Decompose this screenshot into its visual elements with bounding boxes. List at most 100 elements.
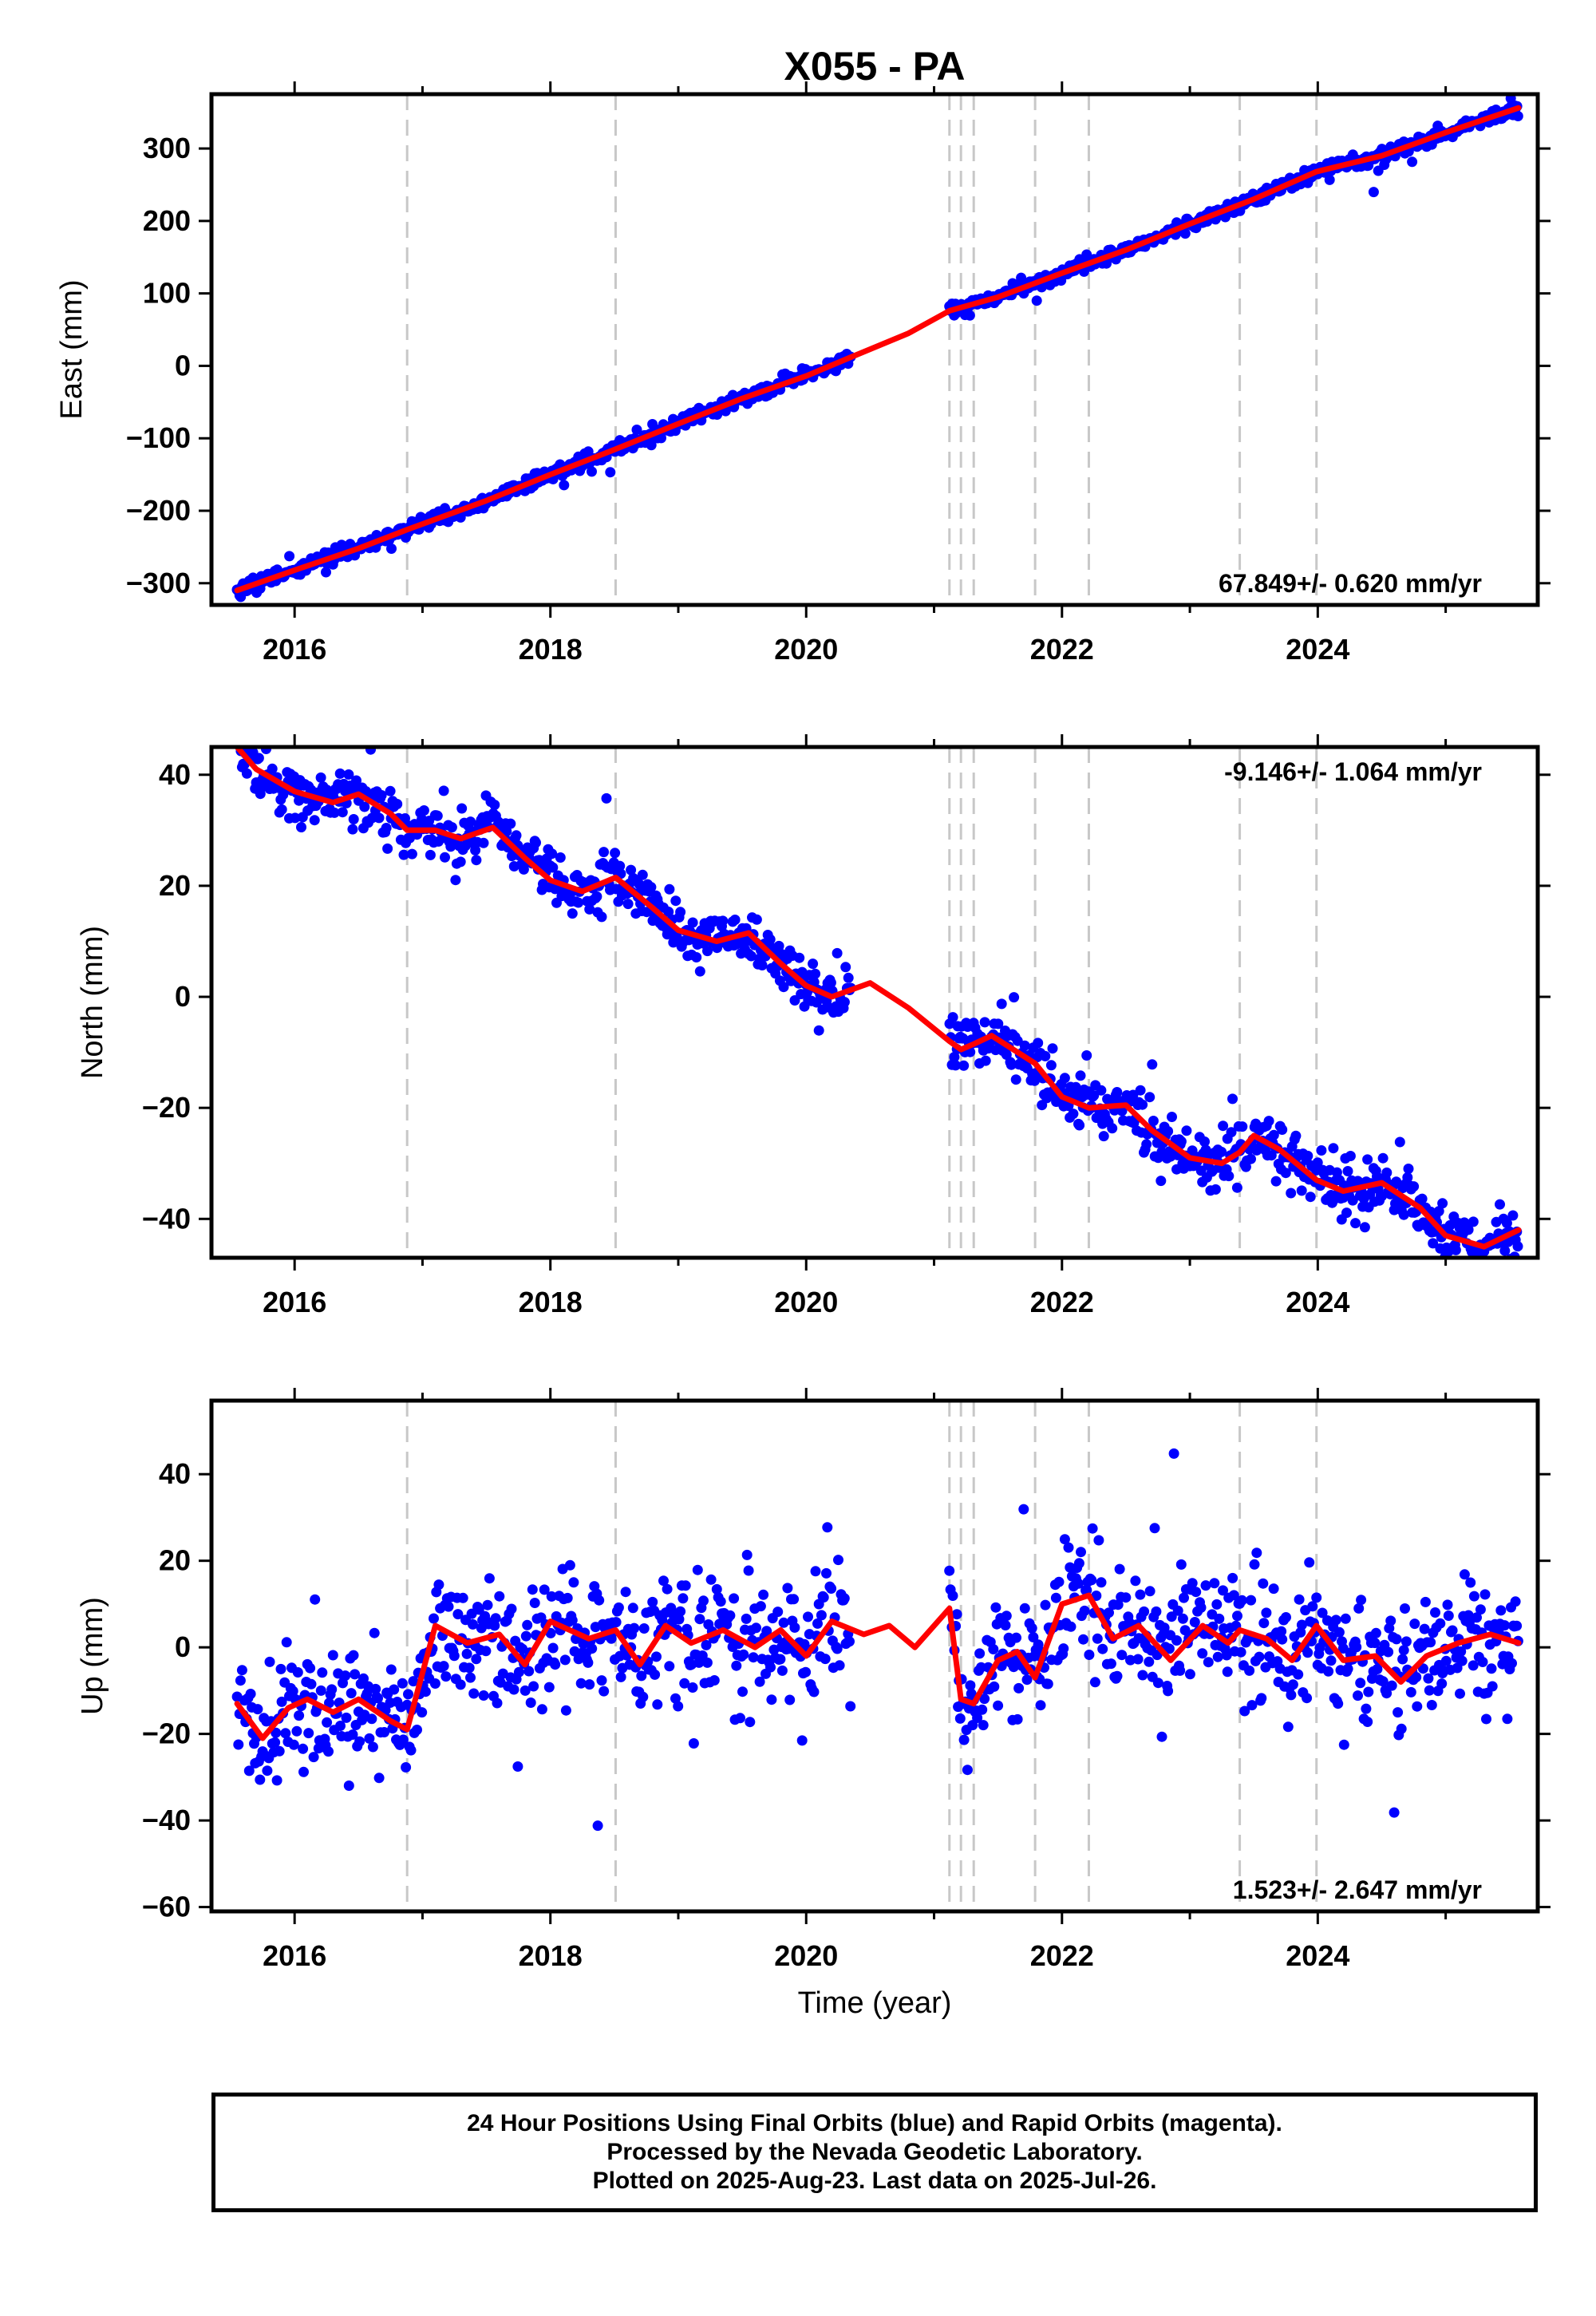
data-point (1293, 1669, 1304, 1680)
data-point (1132, 1654, 1144, 1665)
data-point (778, 982, 789, 993)
data-point (1239, 1705, 1250, 1717)
data-point (389, 1684, 400, 1695)
data-point (1499, 1620, 1510, 1631)
data-point (1089, 1677, 1100, 1688)
data-point (800, 1666, 812, 1678)
panels: 2016 2018 2020 2022 2024−300−200−10001002003… (55, 81, 1551, 1972)
data-point (1159, 1622, 1170, 1634)
data-point (1479, 1589, 1491, 1600)
data-point (674, 1614, 685, 1625)
data-point (1502, 1713, 1513, 1725)
data-point (471, 1654, 482, 1665)
data-point (560, 1705, 571, 1716)
data-point (1391, 1634, 1402, 1645)
y-tick-label: 0 (175, 1630, 191, 1663)
data-point (1097, 1643, 1108, 1654)
data-point (705, 1574, 717, 1585)
data-point (334, 768, 346, 779)
data-point (711, 1583, 722, 1595)
plot-frame-north (209, 745, 1540, 1260)
data-point (1065, 1621, 1077, 1632)
data-point (1497, 1658, 1508, 1670)
data-point (1362, 1154, 1373, 1165)
data-point (678, 1593, 689, 1604)
data-point (303, 1728, 314, 1739)
data-point (1168, 1448, 1179, 1459)
data-point (1026, 1622, 1037, 1634)
data-point (675, 907, 686, 918)
rate-label-north: -9.146+/- 1.064 mm/yr (1224, 757, 1482, 786)
data-point (326, 1684, 338, 1695)
data-point (951, 1609, 962, 1620)
data-point (373, 1773, 385, 1784)
data-point (1209, 1578, 1220, 1589)
data-point (1337, 1643, 1349, 1654)
data-point (622, 899, 634, 910)
data-point (776, 1665, 788, 1676)
data-point (1163, 1686, 1174, 1697)
data-point (1296, 1619, 1307, 1630)
data-point (1096, 1085, 1107, 1096)
data-point (1362, 1717, 1373, 1727)
data-point (308, 1752, 319, 1763)
rate-label-east: 67.849+/- 0.620 mm/yr (1219, 569, 1482, 598)
data-point (241, 768, 252, 779)
data-point (1047, 1043, 1058, 1054)
data-point (1087, 1523, 1098, 1534)
data-point (1386, 1680, 1397, 1691)
data-point (825, 977, 836, 988)
data-point (755, 1601, 766, 1612)
data-point (1144, 1656, 1155, 1667)
data-point (408, 1676, 419, 1687)
data-point (773, 940, 784, 951)
x-tick-label: 2018 (519, 633, 583, 666)
data-point (1393, 1707, 1404, 1718)
x-axis-label: Time (year) (798, 1986, 952, 2020)
data-point (1290, 1130, 1302, 1141)
data-point (1152, 1678, 1163, 1689)
data-point (1281, 1612, 1291, 1622)
y-tick-label: −40 (142, 1202, 191, 1235)
data-point (492, 1697, 503, 1709)
data-point (1040, 1050, 1051, 1061)
data-point (1231, 1182, 1242, 1193)
data-point (1092, 1633, 1103, 1644)
data-point (1013, 1682, 1025, 1694)
data-point (1317, 1607, 1328, 1618)
data-point (1403, 1164, 1414, 1174)
data-point (614, 860, 626, 871)
data-point (559, 1654, 571, 1666)
data-point (452, 1609, 464, 1620)
data-point (765, 1662, 776, 1673)
data-point (1019, 1603, 1030, 1614)
data-point (291, 1725, 302, 1737)
data-point (834, 1660, 845, 1671)
data-point (1350, 1218, 1361, 1229)
data-point (1218, 1120, 1229, 1132)
data-point (1237, 1121, 1248, 1132)
data-point (680, 1580, 691, 1591)
data-point (658, 1575, 669, 1587)
y-tick-label: −20 (142, 1717, 191, 1750)
x-tick-label: 2020 (774, 1286, 838, 1318)
data-point (528, 1681, 539, 1692)
data-point (1226, 1127, 1237, 1138)
data-point (1430, 1607, 1440, 1618)
data-point (725, 1610, 736, 1621)
caption-line-orbits: 24 Hour Positions Using Final Orbits (bl… (467, 2110, 1282, 2136)
data-point (1420, 1596, 1431, 1607)
data-point (1167, 1112, 1177, 1122)
data-point (252, 1704, 263, 1715)
data-point (1031, 295, 1042, 306)
data-point (808, 958, 819, 970)
data-point (315, 1685, 326, 1696)
data-point (1116, 1650, 1128, 1661)
data-point (480, 1646, 492, 1657)
data-point (1276, 1626, 1287, 1637)
data-point (662, 1583, 673, 1595)
data-point (638, 1691, 649, 1702)
data-point (741, 1613, 752, 1624)
data-point (1144, 1586, 1156, 1597)
data-point (947, 1012, 958, 1023)
